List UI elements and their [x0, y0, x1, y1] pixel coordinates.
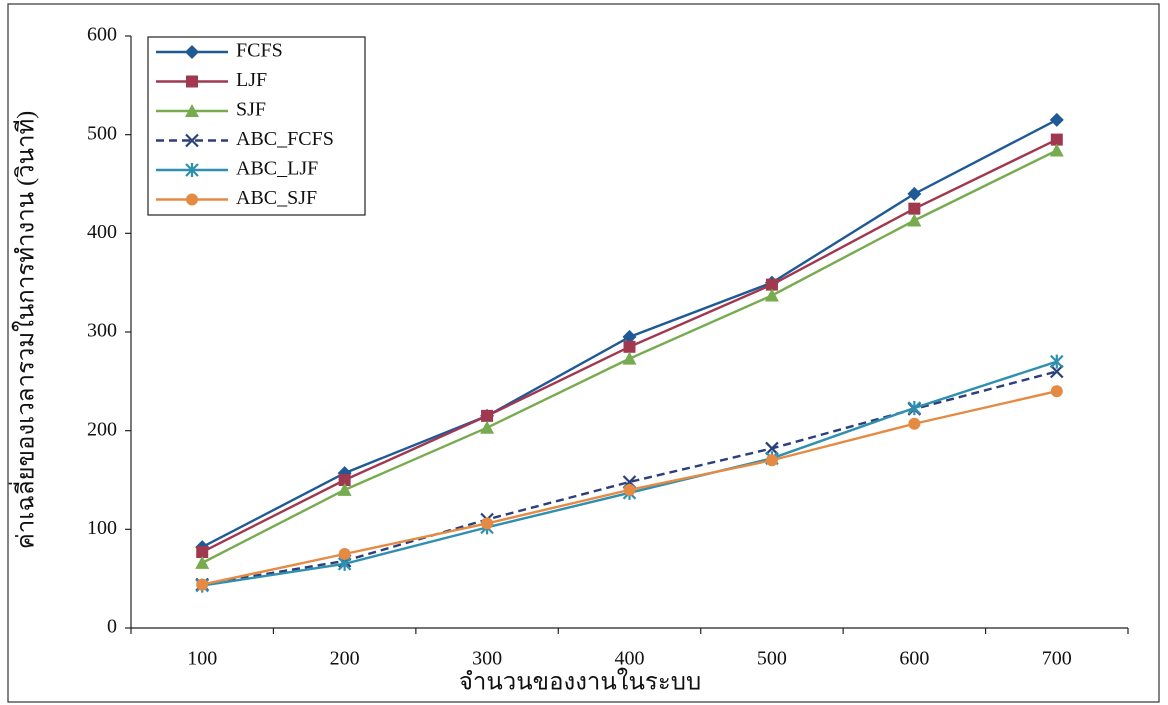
marker — [622, 351, 637, 365]
marker — [196, 578, 209, 591]
marker-shape — [622, 351, 637, 365]
marker — [765, 441, 779, 456]
marker — [1049, 112, 1064, 127]
y-tick-label: 400 — [87, 221, 117, 243]
marker-shape — [907, 213, 922, 227]
marker-shape — [185, 163, 199, 177]
marker — [186, 75, 198, 88]
marker — [765, 454, 778, 467]
y-tick-label: 600 — [87, 24, 117, 46]
marker — [185, 104, 199, 117]
y-tick-label: 100 — [87, 517, 117, 539]
marker — [338, 474, 351, 486]
marker — [765, 278, 778, 291]
marker — [185, 45, 199, 59]
marker — [1050, 354, 1064, 369]
legend-label: ABC_LJF — [236, 158, 318, 180]
x-tick-label: 500 — [757, 648, 787, 670]
x-tick-label: 300 — [472, 648, 502, 670]
marker — [337, 482, 352, 496]
marker — [185, 133, 199, 148]
x-tick-label: 100 — [187, 648, 217, 670]
marker — [908, 417, 921, 430]
marker-shape — [185, 45, 199, 59]
marker — [908, 202, 921, 215]
x-axis-title: จำนวนของงานในระบบ — [459, 668, 701, 696]
marker-shape — [481, 409, 494, 422]
marker — [195, 555, 210, 569]
marker — [185, 163, 199, 177]
marker — [1050, 385, 1063, 398]
marker — [1050, 364, 1064, 379]
marker-shape — [765, 454, 778, 467]
marker-shape — [765, 441, 779, 456]
marker-shape — [480, 420, 495, 434]
marker — [623, 340, 636, 353]
marker — [481, 409, 494, 422]
x-tick-label: 200 — [330, 648, 360, 670]
legend-label: SJF — [236, 99, 266, 121]
marker-shape — [622, 329, 637, 344]
marker-shape — [338, 474, 351, 486]
marker — [907, 213, 922, 227]
y-tick-label: 0 — [107, 616, 117, 638]
x-tick-label: 400 — [615, 648, 645, 670]
marker — [1049, 143, 1064, 157]
marker-shape — [908, 202, 921, 215]
marker — [622, 329, 637, 344]
legend-box — [147, 36, 366, 216]
marker-shape — [1050, 354, 1064, 369]
y-tick-label: 500 — [87, 122, 117, 144]
marker-shape — [764, 288, 779, 302]
marker-shape — [1050, 364, 1064, 379]
marker-shape — [1049, 143, 1064, 157]
marker — [907, 400, 922, 415]
marker-shape — [623, 340, 636, 353]
marker — [623, 483, 636, 496]
marker-shape — [623, 483, 636, 496]
y-axis-title: ค่าเฉลี่ยของเวลารวมในการทำงาน (วินาที) — [9, 111, 40, 550]
x-tick-label: 600 — [899, 648, 929, 670]
marker-shape — [337, 482, 352, 496]
y-tick-label: 300 — [87, 320, 117, 342]
marker — [186, 193, 198, 206]
marker-shape — [185, 104, 199, 117]
legend-label: ABC_SJF — [236, 187, 317, 209]
marker — [1050, 133, 1063, 146]
marker — [338, 548, 351, 560]
marker-shape — [765, 278, 778, 291]
marker — [481, 517, 494, 530]
legend-label: ABC_FCFS — [236, 128, 334, 150]
marker — [764, 288, 779, 302]
marker-shape — [338, 548, 351, 560]
marker — [907, 186, 922, 201]
legend-label: LJF — [236, 69, 267, 91]
legend-label: FCFS — [236, 40, 283, 62]
marker-shape — [907, 186, 922, 201]
marker-shape — [185, 133, 199, 148]
marker — [480, 420, 495, 434]
series-line — [202, 360, 1058, 587]
marker-shape — [186, 193, 198, 206]
marker-shape — [1050, 133, 1063, 146]
marker-shape — [481, 517, 494, 530]
marker-shape — [1049, 112, 1064, 127]
marker-shape — [186, 75, 198, 88]
x-tick-label: 700 — [1042, 648, 1072, 670]
marker-shape — [196, 546, 209, 559]
marker-shape — [195, 555, 210, 569]
marker-shape — [907, 400, 922, 415]
marker-shape — [196, 578, 209, 591]
marker-shape — [1050, 385, 1063, 398]
marker — [196, 546, 209, 559]
marker-shape — [908, 417, 921, 430]
y-tick-label: 200 — [87, 418, 117, 440]
chart-frame — [7, 3, 1160, 703]
